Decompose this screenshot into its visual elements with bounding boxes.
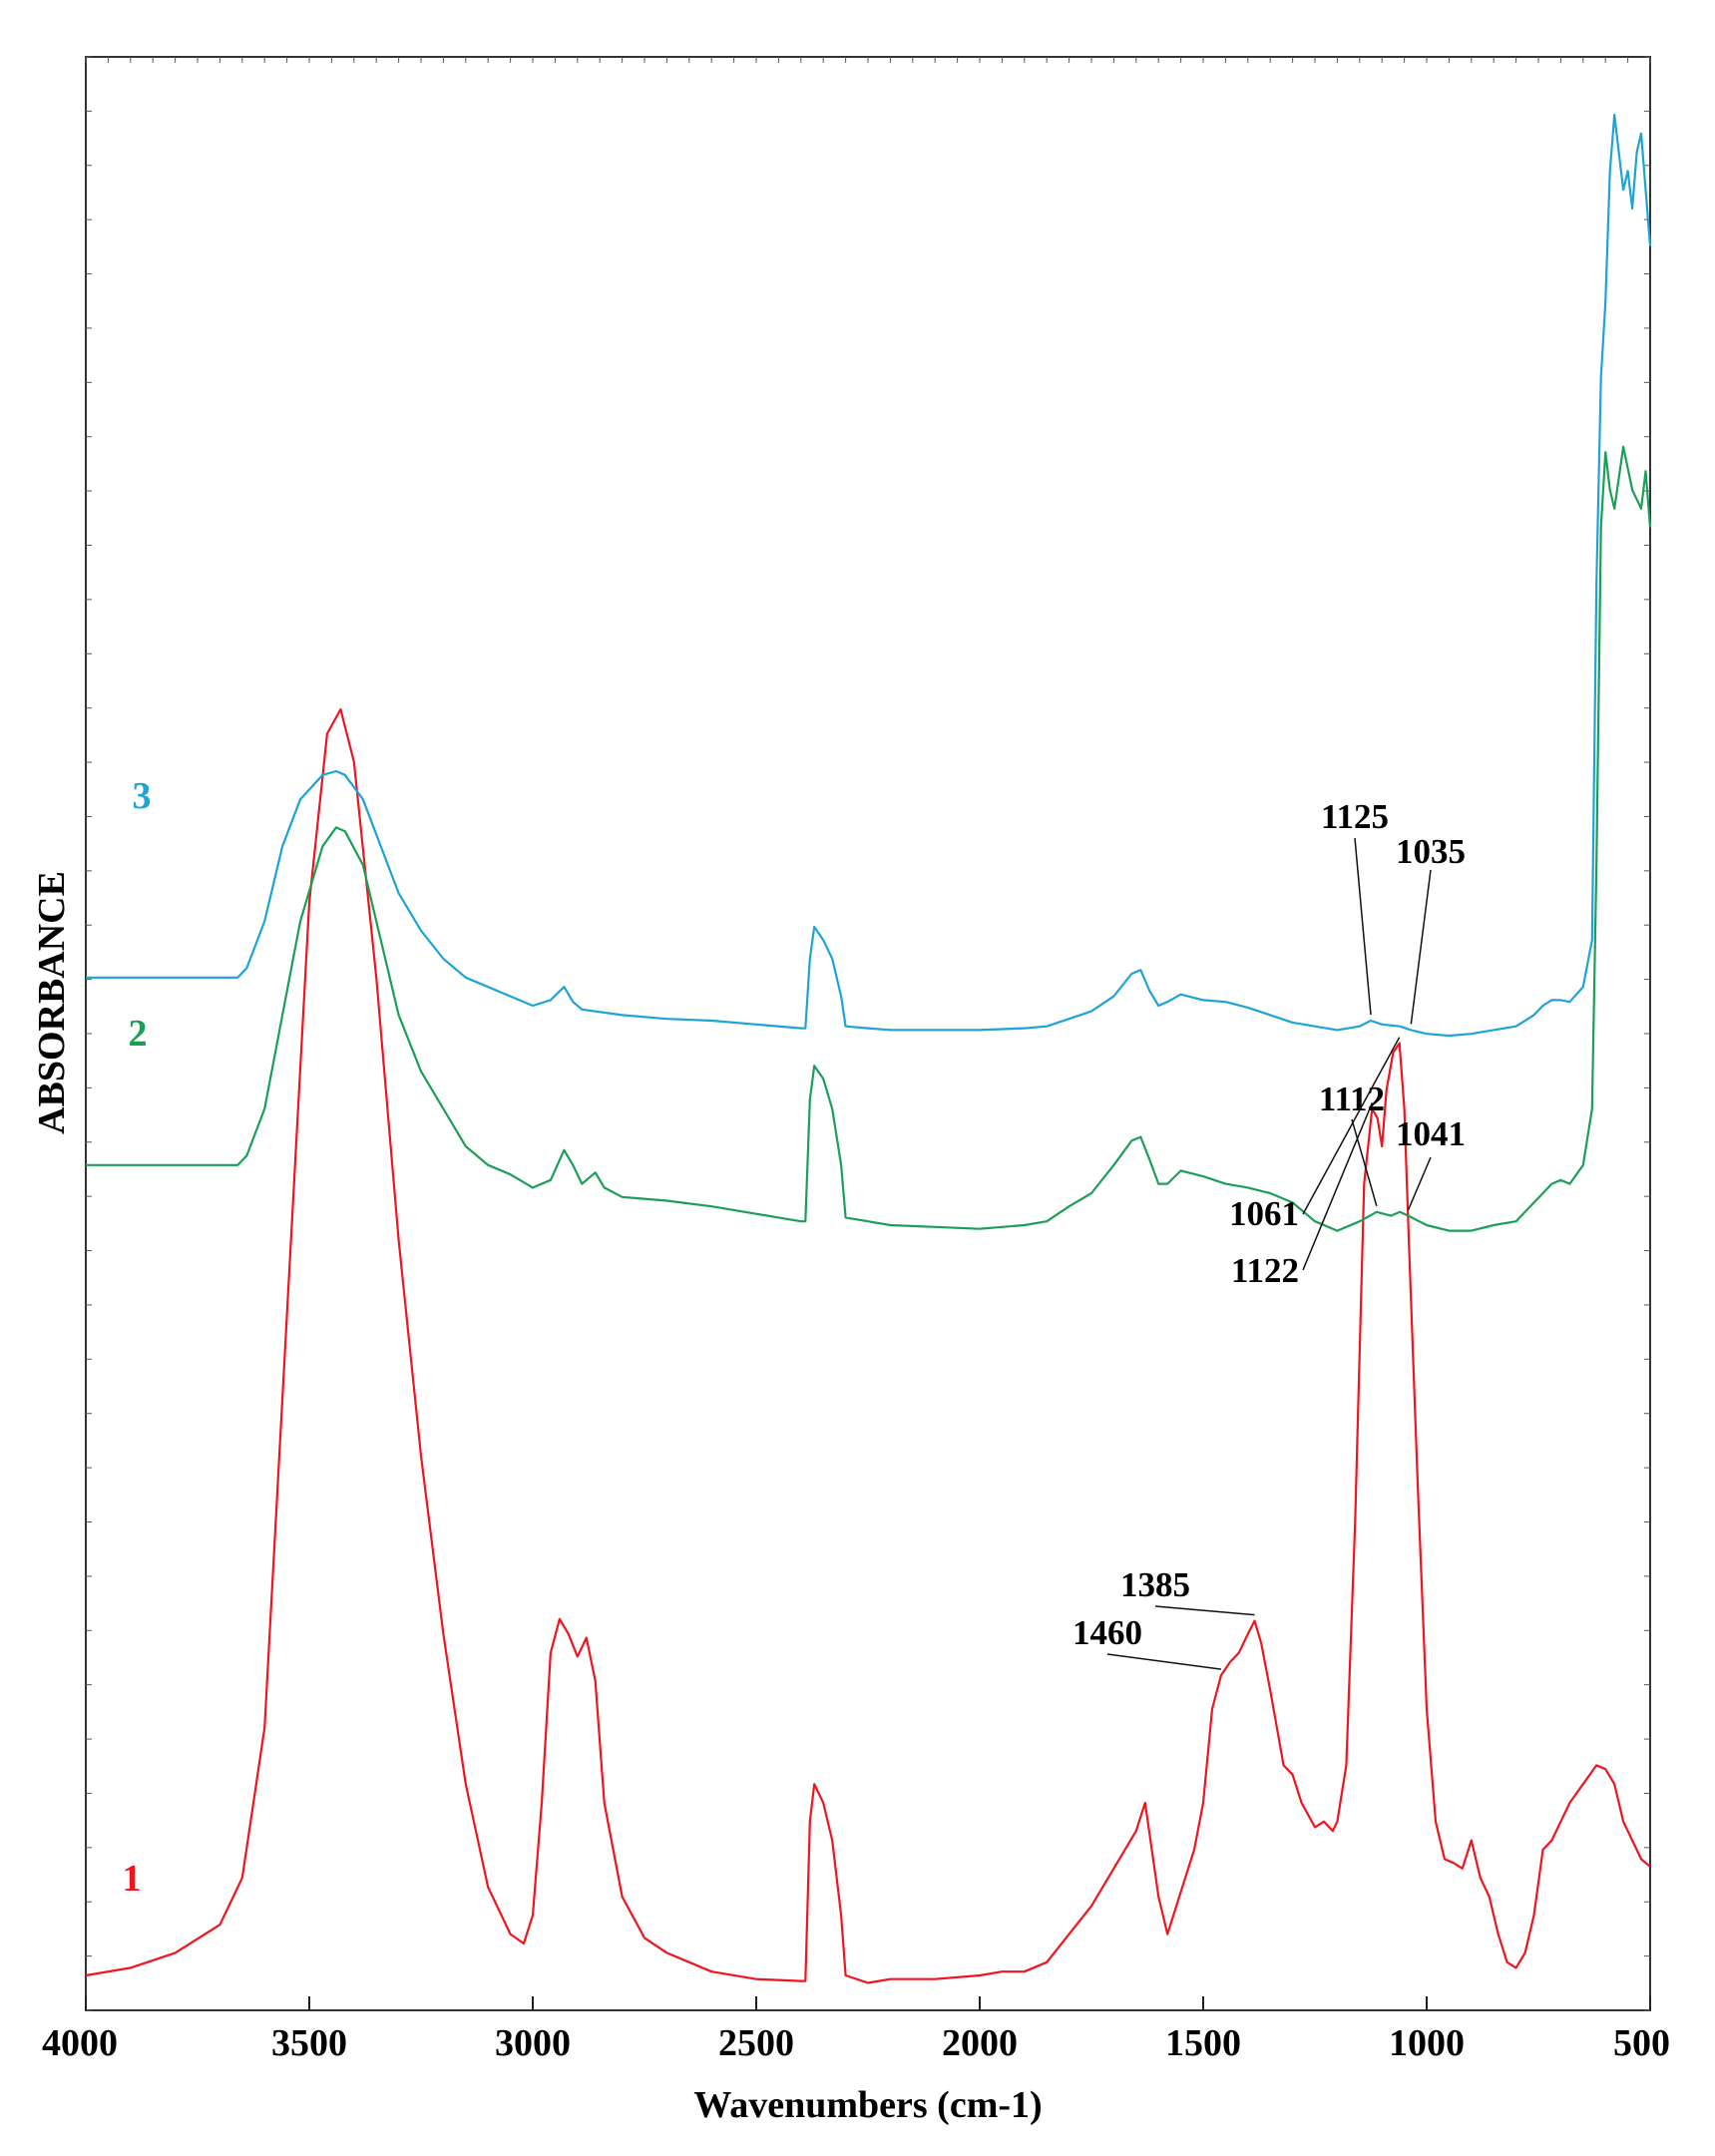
x-tick-label: 500 xyxy=(1613,2022,1670,2064)
x-tick-label: 3000 xyxy=(495,2022,571,2064)
x-tick-label: 2000 xyxy=(942,2022,1018,2064)
series-label-3: 3 xyxy=(133,775,152,817)
annotation-label: 1061 xyxy=(1229,1194,1299,1233)
plot-frame xyxy=(85,56,1651,2011)
series-layer xyxy=(85,113,1652,1984)
annotation-leader xyxy=(1106,1653,1222,1670)
annotation-leader xyxy=(1410,869,1432,1025)
x-axis-ticks: 4000 3500 3000 2500 2000 1500 1000 500 xyxy=(42,1996,1670,2064)
x-axis-title: Wavenumbers (cm-1) xyxy=(693,2084,1042,2126)
x-tick-label: 2500 xyxy=(718,2022,794,2064)
annotation-label: 1041 xyxy=(1396,1114,1466,1153)
annotation-leader xyxy=(1302,1102,1374,1271)
annotation-leader xyxy=(1351,1118,1378,1207)
x-tick-label: 1000 xyxy=(1389,2022,1465,2064)
annotation-leader xyxy=(1154,1605,1255,1616)
annotation-label: 1460 xyxy=(1072,1613,1142,1652)
series-label-1: 1 xyxy=(123,1858,142,1900)
series-line-3 xyxy=(86,113,1652,1038)
annotation-leader xyxy=(1407,1156,1432,1210)
x-tick-label: 1500 xyxy=(1165,2022,1241,2064)
series-label-2: 2 xyxy=(129,1013,148,1055)
minor-ticks xyxy=(85,56,1651,2011)
annotation-label: 1125 xyxy=(1321,797,1389,836)
annotation-label: 1122 xyxy=(1231,1251,1299,1290)
series-labels: 1 2 3 xyxy=(123,775,152,1900)
series-line-2 xyxy=(86,445,1652,1232)
annotation-label: 1035 xyxy=(1396,832,1466,871)
annotation-leader xyxy=(1302,1037,1401,1215)
annotation-label: 1112 xyxy=(1319,1079,1385,1118)
x-tick-label: 3500 xyxy=(271,2022,347,2064)
x-tick-label: 4000 xyxy=(42,2022,118,2064)
y-axis-title: ABSORBANCE xyxy=(31,871,73,1134)
annotation-leader xyxy=(1354,837,1372,1016)
annotation-label: 1385 xyxy=(1120,1565,1190,1604)
series-line-1 xyxy=(85,707,1651,1984)
